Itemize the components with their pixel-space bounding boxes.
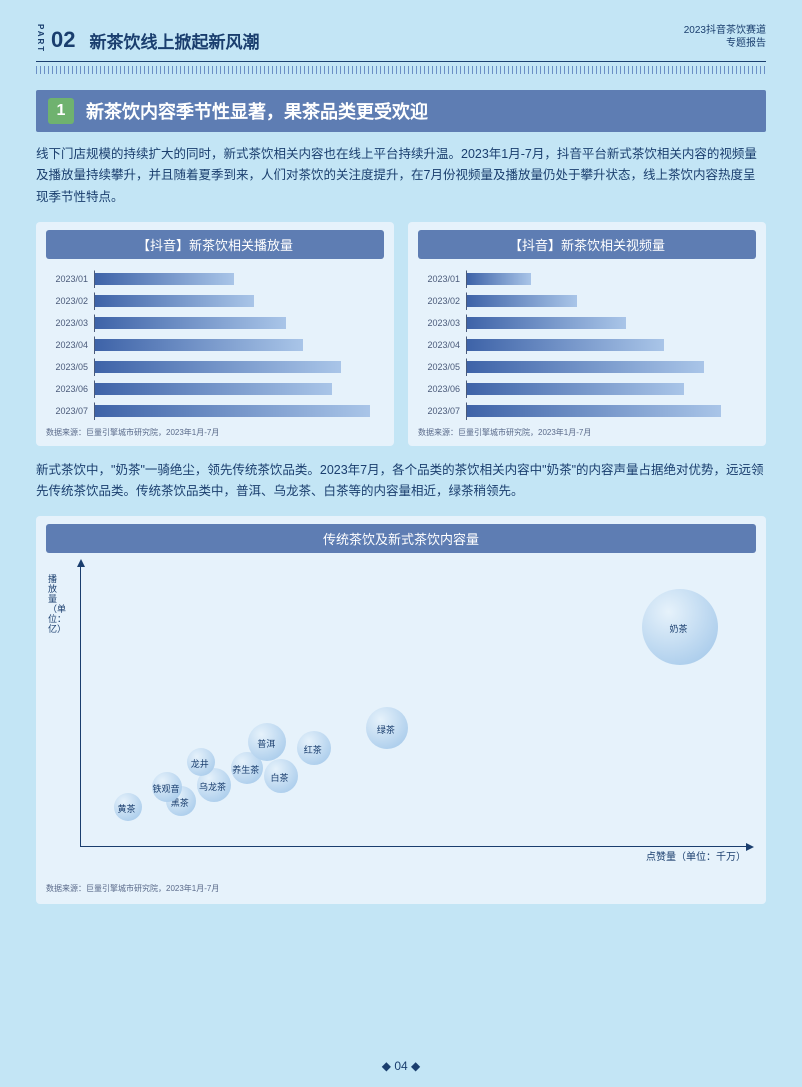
bar-label: 2023/06 [46, 384, 94, 394]
section-number-badge: 1 [48, 98, 74, 124]
header-rule [36, 61, 766, 62]
bubble-label: 乌龙茶 [199, 780, 226, 793]
bar-row: 2023/03 [418, 315, 756, 331]
bar-fill [95, 361, 341, 373]
bubble-label: 白茶 [271, 771, 289, 784]
bar-fill [95, 383, 332, 395]
bubble-label: 奶茶 [670, 622, 688, 635]
bar-fill [467, 383, 684, 395]
bar-fill [467, 317, 626, 329]
bar-label: 2023/06 [418, 384, 466, 394]
scatter-x-label: 点赞量（单位：千万） [646, 848, 746, 863]
bar-row: 2023/07 [418, 403, 756, 419]
bar-fill [467, 339, 664, 351]
tick-decoration [36, 66, 766, 74]
bar-label: 2023/05 [418, 362, 466, 372]
scatter-panel: 传统茶饮及新式茶饮内容量 播放量（单位：亿） 黄茶黑茶铁观音乌龙茶龙井养生茶白茶… [36, 516, 766, 904]
chart-videos: 【抖音】新茶饮相关视频量 2023/01 2023/02 2023/03 2023/0… [408, 222, 766, 446]
scatter-plot: 黄茶黑茶铁观音乌龙茶龙井养生茶白茶普洱红茶绿茶奶茶 [80, 565, 746, 847]
bar-row: 2023/04 [418, 337, 756, 353]
bar-label: 2023/07 [418, 406, 466, 416]
chart-playback: 【抖音】新茶饮相关播放量 2023/01 2023/02 2023/03 2023/0… [36, 222, 394, 446]
part-vertical: PART [36, 24, 45, 53]
bar-label: 2023/04 [418, 340, 466, 350]
paragraph-2: 新式茶饮中，"奶茶"一骑绝尘，领先传统茶饮品类。2023年7月，各个品类的茶饮相… [36, 460, 766, 503]
bar-fill [467, 273, 531, 285]
x-arrow-icon [746, 843, 754, 851]
bar-label: 2023/04 [46, 340, 94, 350]
bar-fill [467, 405, 721, 417]
section-banner: 1 新茶饮内容季节性显著，果茶品类更受欢迎 [36, 90, 766, 132]
chart-videos-title: 【抖音】新茶饮相关视频量 [418, 230, 756, 259]
bubble-label: 绿茶 [377, 723, 395, 736]
bubble-label: 铁观音 [152, 782, 179, 795]
bar-label: 2023/03 [418, 318, 466, 328]
bubble-label: 普洱 [257, 737, 275, 750]
section-title: 新茶饮内容季节性显著，果茶品类更受欢迎 [86, 98, 428, 124]
bubble-label: 黄茶 [118, 802, 136, 815]
part-title: 新茶饮线上掀起新风潮 [89, 28, 259, 53]
bar-row: 2023/02 [46, 293, 384, 309]
bar-fill [467, 361, 704, 373]
report-line2: 专题报告 [684, 37, 766, 50]
bar-label: 2023/05 [46, 362, 94, 372]
report-meta: 2023抖音茶饮赛道 专题报告 [684, 24, 766, 50]
bar-fill [95, 339, 303, 351]
chart-playback-title: 【抖音】新茶饮相关播放量 [46, 230, 384, 259]
bar-row: 2023/01 [418, 271, 756, 287]
bar-row: 2023/07 [46, 403, 384, 419]
bar-row: 2023/05 [418, 359, 756, 375]
bar-fill [95, 273, 234, 285]
bar-label: 2023/02 [46, 296, 94, 306]
bar-fill [95, 405, 370, 417]
chart-playback-source: 数据来源：巨量引擎城市研究院，2023年1月-7月 [46, 427, 384, 438]
bar-fill [95, 295, 254, 307]
scatter-title: 传统茶饮及新式茶饮内容量 [46, 524, 756, 553]
bar-row: 2023/04 [46, 337, 384, 353]
page-number: ◆ 04 ◆ [0, 1059, 802, 1073]
scatter-y-label: 播放量（单位：亿） [48, 575, 60, 634]
bar-fill [467, 295, 577, 307]
bar-row: 2023/01 [46, 271, 384, 287]
bar-fill [95, 317, 286, 329]
bubble-label: 红茶 [304, 743, 322, 756]
bar-row: 2023/05 [46, 359, 384, 375]
bar-label: 2023/01 [46, 274, 94, 284]
bar-label: 2023/01 [418, 274, 466, 284]
chart-videos-source: 数据来源：巨量引擎城市研究院，2023年1月-7月 [418, 427, 756, 438]
bar-row: 2023/02 [418, 293, 756, 309]
scatter-source: 数据来源：巨量引擎城市研究院，2023年1月-7月 [46, 883, 756, 894]
bubble-label: 龙井 [191, 757, 209, 770]
bar-label: 2023/07 [46, 406, 94, 416]
paragraph-1: 线下门店规模的持续扩大的同时，新式茶饮相关内容也在线上平台持续升温。2023年1… [36, 144, 766, 208]
bar-row: 2023/06 [46, 381, 384, 397]
bubble-label: 养生茶 [232, 763, 259, 776]
part-number: 02 [51, 27, 75, 53]
y-arrow-icon [77, 559, 85, 567]
bar-row: 2023/03 [46, 315, 384, 331]
bar-label: 2023/02 [418, 296, 466, 306]
bar-row: 2023/06 [418, 381, 756, 397]
report-line1: 2023抖音茶饮赛道 [684, 24, 766, 37]
bar-label: 2023/03 [46, 318, 94, 328]
